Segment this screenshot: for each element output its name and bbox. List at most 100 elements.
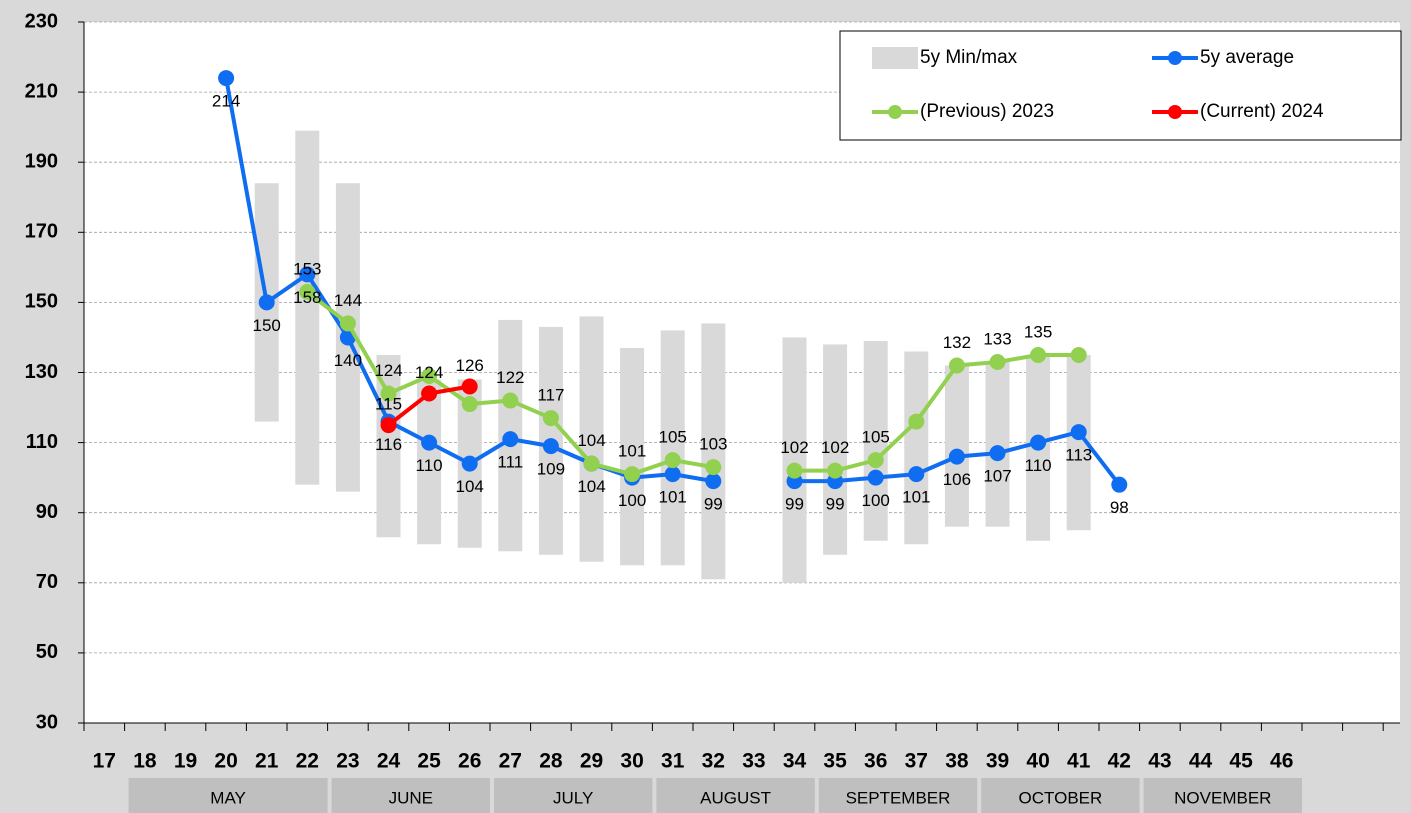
data-label: 144 [334, 291, 362, 310]
y-tick-label: 210 [25, 80, 58, 102]
data-label: 110 [1025, 456, 1052, 475]
y-tick-label: 230 [25, 10, 58, 32]
data-label: 104 [577, 477, 605, 496]
data-label: 122 [496, 368, 524, 387]
range-bar [985, 361, 1010, 527]
series-marker [908, 413, 925, 430]
x-tick-label: 40 [1026, 750, 1049, 773]
month-label: JULY [553, 788, 593, 807]
series-marker [218, 70, 235, 87]
x-tick-label: 24 [377, 750, 401, 773]
data-label: 104 [456, 477, 484, 496]
month-band [331, 778, 490, 813]
series-marker [380, 385, 397, 402]
range-bar [701, 323, 726, 580]
data-label: 111 [497, 453, 523, 472]
x-tick-label: 23 [336, 750, 359, 773]
month-band [128, 778, 328, 813]
series-marker [461, 396, 478, 413]
legend: 5y Min/max 5y average (Previous) 2023 (Curr… [839, 30, 1402, 141]
series-marker [583, 455, 600, 472]
legend-marker [1168, 105, 1182, 119]
legend-label: (Current) 2024 [1200, 101, 1324, 122]
series-marker [705, 473, 722, 490]
series-marker [502, 431, 519, 448]
x-tick-label: 38 [945, 750, 969, 773]
data-label: 107 [983, 467, 1011, 486]
data-label: 100 [862, 491, 890, 510]
series-marker [1070, 424, 1087, 441]
month-label: JUNE [389, 788, 433, 807]
series-marker [948, 448, 965, 465]
x-tick-label: 31 [661, 750, 685, 773]
series-marker [421, 368, 438, 385]
series-marker [299, 283, 316, 300]
y-tick-label: 90 [36, 501, 58, 523]
month-label: NOVEMBER [1174, 788, 1271, 807]
range-bar [376, 354, 401, 538]
x-tick-label: 26 [458, 750, 481, 773]
data-label: 105 [659, 428, 687, 447]
series-marker [421, 385, 438, 402]
data-label: 99 [785, 495, 804, 514]
series-marker [502, 392, 519, 409]
data-label: 124 [374, 361, 402, 380]
data-label: 113 [1065, 446, 1092, 465]
series-marker [867, 469, 884, 486]
data-label: 104 [577, 431, 605, 450]
series-marker [664, 452, 681, 469]
data-label: 99 [704, 495, 723, 514]
range-bar [620, 347, 645, 566]
x-tick-label: 19 [174, 750, 197, 773]
x-tick-label: 43 [1148, 750, 1171, 773]
series-marker [542, 410, 559, 427]
data-label: 110 [416, 456, 443, 475]
data-label: 102 [780, 438, 808, 457]
marks [218, 70, 1128, 583]
legend-swatch [872, 47, 918, 69]
range-bar [904, 351, 929, 545]
x-tick-label: 42 [1108, 750, 1131, 773]
range-bar [823, 344, 848, 555]
range-bar [863, 340, 888, 541]
data-label: 214 [212, 92, 240, 111]
legend-label: (Previous) 2023 [920, 101, 1054, 122]
series-marker [705, 459, 722, 476]
series-marker [1030, 346, 1047, 363]
data-label: 115 [375, 395, 402, 414]
data-label: 109 [537, 460, 565, 479]
month-band [818, 778, 978, 813]
x-tick-label: 36 [864, 750, 887, 773]
y-tick-label: 70 [36, 571, 58, 593]
month-band [656, 778, 815, 813]
x-tick-label: 33 [742, 750, 765, 773]
data-label: 135 [1024, 322, 1052, 341]
legend-marker [1168, 51, 1182, 65]
data-label: 101 [902, 488, 930, 507]
x-tick-label: 46 [1270, 750, 1293, 773]
x-tick-label: 17 [93, 750, 116, 773]
y-tick-label: 130 [25, 361, 58, 383]
series-marker [299, 266, 316, 283]
x-tick-label: 35 [823, 750, 847, 773]
data-label: 101 [659, 488, 687, 507]
data-label: 106 [943, 470, 971, 489]
range-bar [944, 365, 969, 527]
x-tick-label: 44 [1189, 750, 1213, 773]
x-tick-label: 37 [905, 750, 928, 773]
x-tick-label: 27 [499, 750, 522, 773]
data-label: 124 [415, 363, 443, 382]
y-tick-label: 190 [25, 150, 58, 172]
legend-label: 5y Min/max [920, 47, 1018, 68]
series-marker [339, 315, 356, 332]
x-tick-label: 34 [783, 750, 807, 773]
x-tick-label: 28 [539, 750, 563, 773]
data-label: 153 [293, 259, 321, 278]
series-marker [948, 357, 965, 374]
data-label: 100 [618, 491, 646, 510]
legend-marker [888, 105, 902, 119]
data-label: 150 [253, 316, 281, 335]
series-marker [786, 462, 803, 479]
data-label: 133 [983, 329, 1011, 348]
series-marker [908, 466, 925, 483]
